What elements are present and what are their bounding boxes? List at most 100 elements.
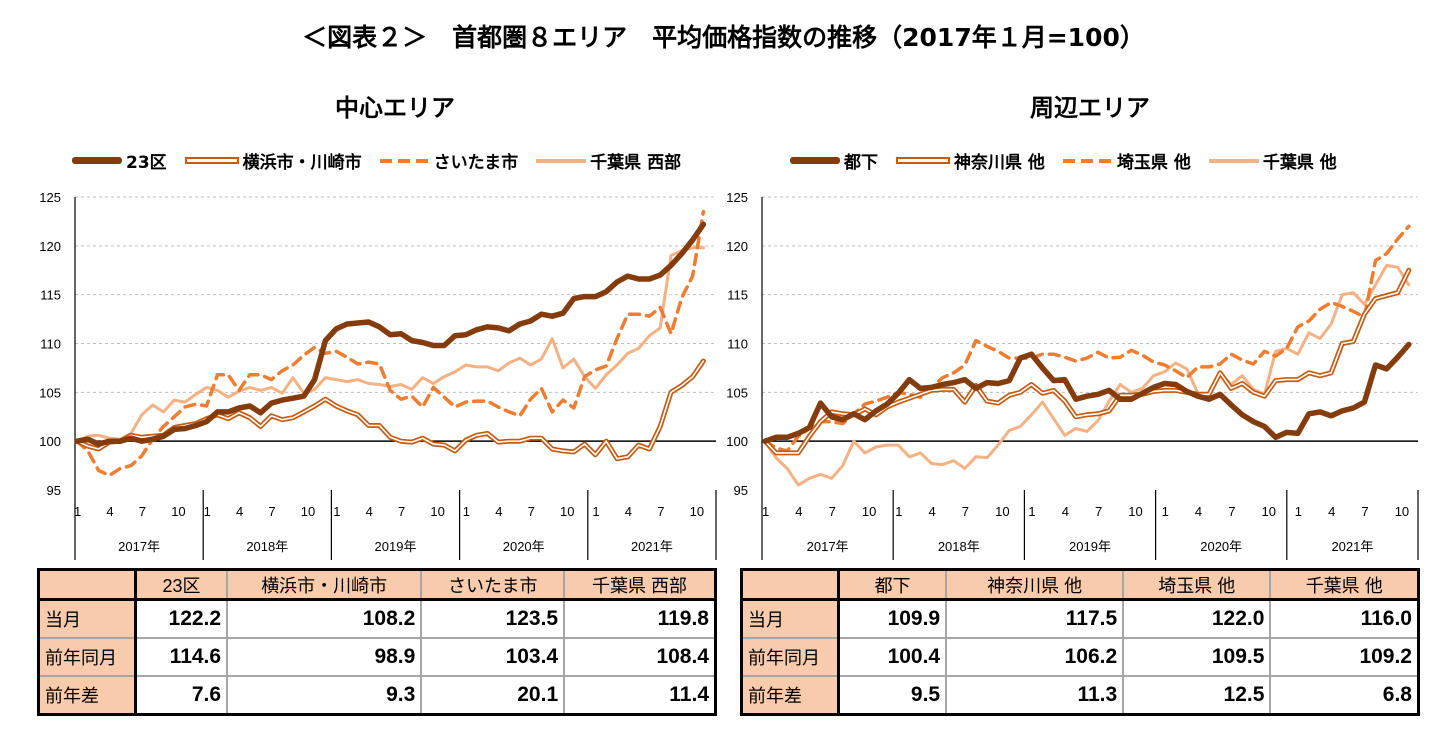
y-tick-label: 115 bbox=[727, 288, 748, 303]
legend-swatch bbox=[1062, 158, 1113, 163]
table-cell: 108.4 bbox=[563, 637, 717, 677]
month-tick-label: 4 bbox=[1062, 504, 1069, 519]
month-tick-label: 10 bbox=[1395, 504, 1409, 519]
legend-peripheral: 都下 神奈川県 他 埼玉県 他 千葉県 他 bbox=[790, 148, 1337, 173]
column-header: 千葉県 他 bbox=[1269, 568, 1420, 601]
month-tick-label: 1 bbox=[1162, 504, 1169, 519]
month-tick-label: 7 bbox=[268, 504, 275, 519]
legend-item: 埼玉県 他 bbox=[1062, 148, 1191, 173]
month-tick-label: 1 bbox=[74, 504, 81, 519]
series-line bbox=[762, 341, 1412, 444]
month-tick-label: 7 bbox=[829, 504, 836, 519]
series-0-line bbox=[762, 341, 1412, 444]
y-tick-label: 120 bbox=[726, 239, 748, 254]
series-0-line bbox=[74, 221, 707, 447]
month-tick-label: 10 bbox=[995, 504, 1009, 519]
table-cell: 109.2 bbox=[1269, 637, 1420, 677]
month-tick-label: 7 bbox=[962, 504, 969, 519]
y-tick-label: 100 bbox=[726, 434, 748, 449]
legend-item: 神奈川県 他 bbox=[896, 148, 1045, 173]
legend-central: 23区 横浜市・川崎市 さいたま市 千葉県 西部 bbox=[72, 148, 681, 173]
table-cell: 12.5 bbox=[1122, 675, 1272, 716]
month-tick-label: 7 bbox=[528, 504, 535, 519]
legend-label: 横浜市・川崎市 bbox=[242, 153, 362, 173]
legend-swatch bbox=[184, 157, 239, 164]
y-tick-label: 110 bbox=[727, 337, 748, 352]
month-tick-label: 10 bbox=[690, 504, 704, 519]
year-label: 2021年 bbox=[631, 539, 673, 554]
month-tick-label: 10 bbox=[430, 504, 444, 519]
table-row: 当月 122.2 108.2 123.5 119.8 bbox=[37, 598, 717, 639]
legend-item: 横浜市・川崎市 bbox=[184, 148, 362, 173]
month-tick-label: 4 bbox=[1195, 504, 1202, 519]
month-tick-label: 10 bbox=[862, 504, 876, 519]
summary-table-central: 23区 横浜市・川崎市 さいたま市 千葉県 西部 当月 122.2 108.2 123.5 11… bbox=[37, 568, 717, 716]
series-line bbox=[763, 224, 1411, 453]
legend-item: 千葉県 他 bbox=[1208, 148, 1337, 173]
month-tick-label: 4 bbox=[366, 504, 373, 519]
summary-table-peripheral: 都下 神奈川県 他埼玉県 他千葉県 他当月 109.9 117.5 122.0 116.0… bbox=[740, 568, 1420, 716]
legend-item: 23区 bbox=[72, 148, 167, 173]
table-cell: 119.8 bbox=[563, 598, 717, 639]
table-cell: 109.9 bbox=[837, 598, 948, 639]
month-tick-label: 4 bbox=[625, 504, 632, 519]
legend-item: 都下 bbox=[790, 148, 878, 173]
table-cell: 122.0 bbox=[1122, 598, 1272, 639]
series-line bbox=[764, 269, 1410, 454]
month-tick-label: 7 bbox=[657, 504, 664, 519]
table-cell: 20.1 bbox=[420, 675, 566, 716]
month-tick-label: 7 bbox=[1228, 504, 1235, 519]
year-label: 2020年 bbox=[1200, 539, 1242, 554]
legend-label: 23区 bbox=[126, 153, 167, 173]
series-3-line bbox=[763, 263, 1411, 487]
row-header: 前年同月 bbox=[740, 637, 840, 677]
table-cell: 11.3 bbox=[945, 675, 1125, 716]
legend-item: 千葉県 西部 bbox=[536, 148, 681, 173]
table-cell: 9.3 bbox=[226, 675, 423, 716]
table-row: 前年同月 114.6 98.9 103.4 108.4 bbox=[37, 637, 717, 677]
legend-swatch bbox=[1208, 158, 1259, 163]
legend-swatch bbox=[896, 157, 950, 164]
year-label: 2019年 bbox=[1069, 539, 1111, 554]
month-tick-label: 1 bbox=[204, 504, 211, 519]
table-cell: 114.6 bbox=[134, 637, 229, 677]
month-tick-label: 10 bbox=[171, 504, 185, 519]
month-tick-label: 1 bbox=[762, 504, 769, 519]
series-line bbox=[74, 358, 706, 462]
table-row: 前年差 7.6 9.3 20.1 11.4 bbox=[37, 675, 717, 716]
table-row: 前年差 9.5 11.3 12.5 6.8 bbox=[740, 675, 1420, 716]
series-line bbox=[763, 263, 1411, 487]
table-row: 当月 109.9 117.5 122.0 116.0 bbox=[740, 598, 1420, 639]
month-tick-label: 7 bbox=[139, 504, 146, 519]
y-tick-label: 95 bbox=[734, 483, 748, 498]
year-label: 2018年 bbox=[246, 539, 288, 554]
column-header: 千葉県 西部 bbox=[563, 568, 717, 601]
series-1-line bbox=[74, 358, 706, 462]
y-tick-label: 125 bbox=[726, 190, 748, 205]
month-tick-label: 1 bbox=[333, 504, 340, 519]
year-label: 2019年 bbox=[375, 539, 417, 554]
y-tick-label: 105 bbox=[726, 385, 748, 400]
table-cell: 11.4 bbox=[563, 675, 717, 716]
chart-title-central: 中心エリア bbox=[335, 94, 455, 122]
month-tick-label: 10 bbox=[560, 504, 574, 519]
table-cell: 122.2 bbox=[134, 598, 229, 639]
table-cell: 108.2 bbox=[226, 598, 423, 639]
series-2-line bbox=[75, 209, 706, 478]
month-tick-label: 4 bbox=[495, 504, 502, 519]
month-tick-label: 10 bbox=[301, 504, 315, 519]
series-line bbox=[762, 267, 1412, 456]
month-tick-label: 1 bbox=[592, 504, 599, 519]
legend-swatch bbox=[379, 158, 430, 163]
table-cell: 117.5 bbox=[945, 598, 1125, 639]
series-3-line bbox=[75, 246, 705, 443]
legend-swatch bbox=[72, 157, 122, 164]
row-header: 前年同月 bbox=[37, 637, 137, 677]
month-tick-label: 1 bbox=[895, 504, 902, 519]
row-header: 前年差 bbox=[37, 675, 137, 716]
year-label: 2017年 bbox=[807, 539, 849, 554]
y-tick-label: 125 bbox=[39, 190, 61, 205]
series-line bbox=[74, 221, 707, 447]
month-tick-label: 10 bbox=[1128, 504, 1142, 519]
